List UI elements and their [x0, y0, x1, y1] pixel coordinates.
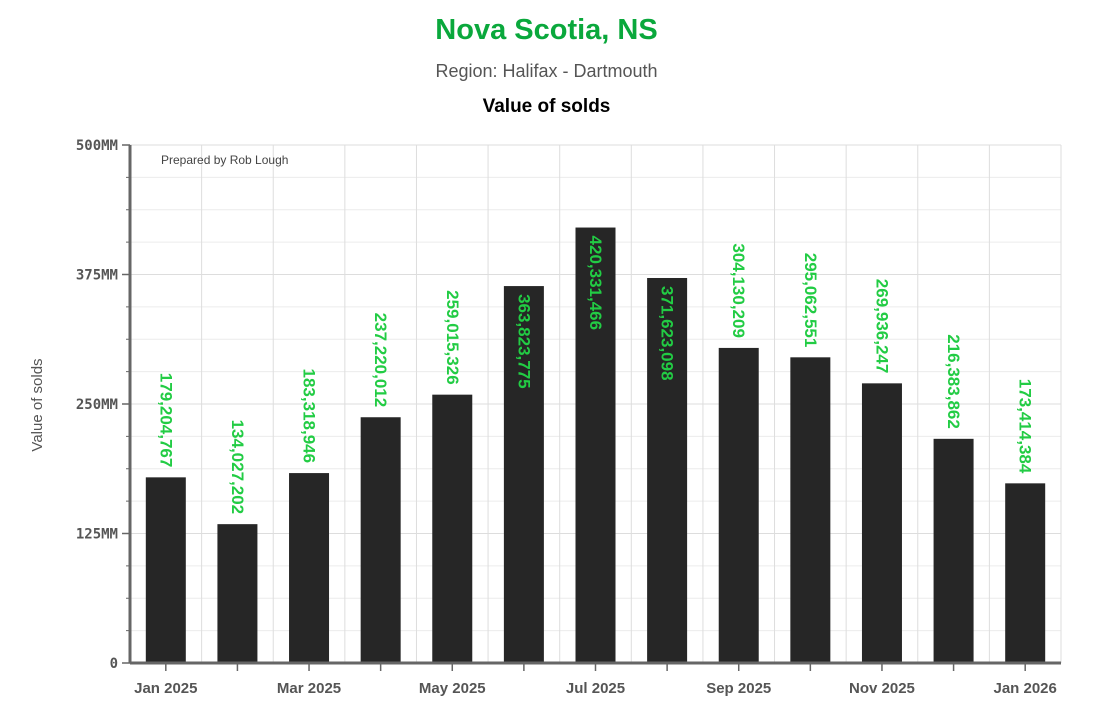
bar [861, 383, 902, 663]
data-label: 134,027,202 [228, 420, 247, 515]
x-tick-label: Jul 2025 [566, 680, 625, 697]
data-label: 363,823,775 [514, 294, 533, 389]
x-tick-label: May 2025 [419, 680, 486, 697]
data-label: 237,220,012 [371, 313, 390, 408]
x-tick-label: Jan 2025 [134, 680, 197, 697]
bar [360, 417, 401, 663]
bar [432, 394, 473, 663]
data-label: 304,130,209 [729, 243, 748, 338]
data-label: 173,414,384 [1016, 379, 1035, 474]
bar [718, 347, 759, 663]
y-tick-label: 0 [110, 656, 118, 672]
bar [1005, 483, 1046, 663]
data-label: 269,936,247 [872, 279, 891, 374]
y-tick-label: 375MM [76, 268, 118, 284]
chart-subtitle: Region: Halifax - Dartmouth [435, 61, 658, 81]
y-tick-label: 125MM [76, 527, 118, 543]
data-label: 295,062,551 [801, 253, 820, 348]
data-label: 259,015,326 [443, 290, 462, 385]
y-tick-label: 500MM [76, 138, 118, 154]
y-axis-title: Value of solds [29, 358, 46, 451]
bar [503, 286, 544, 663]
bar [575, 227, 616, 663]
x-tick-label: Jan 2026 [993, 680, 1056, 697]
data-label: 183,318,946 [300, 369, 319, 464]
data-label: 371,623,098 [658, 286, 677, 381]
x-tick-label: Sep 2025 [706, 680, 771, 697]
bar [145, 477, 186, 663]
bar [933, 438, 974, 663]
bar [217, 524, 258, 663]
credit-text: Prepared by Rob Lough [161, 153, 288, 167]
data-label: 216,383,862 [944, 334, 963, 429]
data-label: 420,331,466 [586, 236, 605, 331]
y-tick-label: 250MM [76, 397, 118, 413]
bar [647, 277, 688, 663]
x-tick-label: Mar 2025 [277, 680, 341, 697]
x-tick-label: Nov 2025 [849, 680, 915, 697]
bar [289, 473, 330, 663]
data-label: 179,204,767 [156, 373, 175, 468]
chart-main-title: Nova Scotia, NS [435, 14, 658, 46]
bar [790, 357, 831, 663]
chart-title: Value of solds [482, 96, 611, 117]
